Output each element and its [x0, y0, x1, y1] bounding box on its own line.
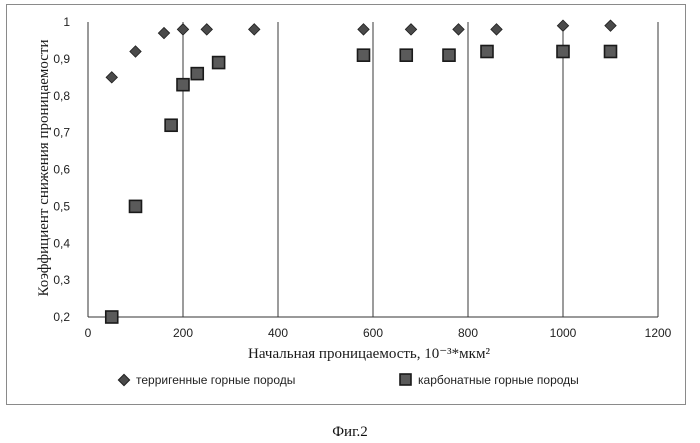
- point-carbonate: [443, 49, 455, 61]
- y-tick-label: 0,7: [53, 126, 70, 140]
- y-tick-label: 0,6: [53, 163, 70, 177]
- legend-item-terrigenous: терригенные горные породы: [118, 373, 295, 387]
- point-carbonate: [191, 68, 203, 80]
- legend-marker-diamond: [118, 374, 129, 385]
- legend-label-terrigenous: терригенные горные породы: [136, 373, 295, 387]
- point-terrigenous: [358, 24, 369, 35]
- point-carbonate: [213, 57, 225, 69]
- y-tick-label: 0,8: [53, 89, 70, 103]
- point-carbonate: [605, 46, 617, 58]
- point-terrigenous: [177, 24, 188, 35]
- x-tick-label: 200: [173, 326, 193, 340]
- tick-labels: 0 200 400 600 800 1000 1200 0,2 0,3 0,4 0,5 0,6 0,7 0…: [53, 15, 671, 340]
- x-tick-label: 600: [363, 326, 383, 340]
- y-tick-label: 0,9: [53, 52, 70, 66]
- y-axis-title: Коэффициент снижения проницаемости: [36, 40, 52, 297]
- x-axis-title: Начальная проницаемость, 10⁻³*мкм²: [248, 346, 490, 362]
- y-tick-label: 0,3: [53, 273, 70, 287]
- point-carbonate: [481, 46, 493, 58]
- x-tick-label: 0: [85, 326, 92, 340]
- point-carbonate: [165, 119, 177, 131]
- grid-lines: [183, 22, 658, 317]
- point-terrigenous: [201, 24, 212, 35]
- point-terrigenous: [405, 24, 416, 35]
- y-tick-label: 1: [63, 15, 70, 29]
- point-terrigenous: [605, 20, 616, 31]
- legend: терригенные горные породы карбонатные го…: [118, 373, 578, 387]
- point-terrigenous: [158, 27, 169, 38]
- point-terrigenous: [249, 24, 260, 35]
- y-tick-label: 0,5: [53, 199, 70, 213]
- legend-item-carbonate: карбонатные горные породы: [400, 373, 579, 387]
- point-terrigenous: [491, 24, 502, 35]
- figure-caption: Фиг.2: [0, 424, 700, 441]
- point-terrigenous: [557, 20, 568, 31]
- y-tick-label: 0,4: [53, 236, 70, 250]
- x-tick-label: 1200: [645, 326, 672, 340]
- y-tick-label: 0,2: [53, 310, 70, 324]
- legend-label-carbonate: карбонатные горные породы: [418, 373, 579, 387]
- x-tick-label: 800: [458, 326, 478, 340]
- point-carbonate: [130, 200, 142, 212]
- x-tick-label: 1000: [550, 326, 577, 340]
- point-terrigenous: [106, 72, 117, 83]
- legend-marker-square: [400, 374, 411, 385]
- point-carbonate: [557, 46, 569, 58]
- point-terrigenous: [453, 24, 464, 35]
- point-carbonate: [400, 49, 412, 61]
- point-carbonate: [358, 49, 370, 61]
- x-tick-label: 400: [268, 326, 288, 340]
- point-terrigenous: [130, 46, 141, 57]
- data-points: [106, 20, 617, 323]
- point-carbonate: [177, 79, 189, 91]
- point-carbonate: [106, 311, 118, 323]
